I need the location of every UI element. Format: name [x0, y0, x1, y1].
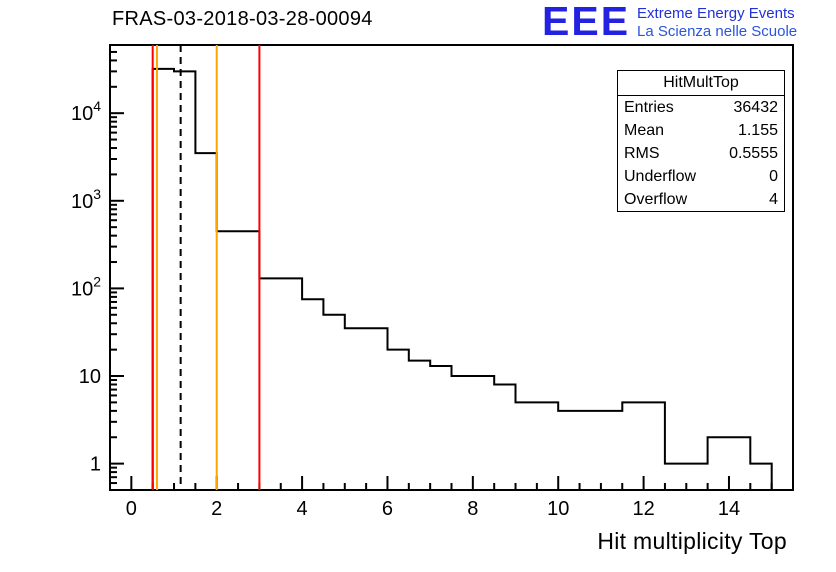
x-tick-label: 0	[126, 498, 137, 520]
stats-value: 36432	[733, 99, 779, 116]
eee-logo-text: EEE	[542, 0, 631, 44]
stats-value: 1.155	[737, 122, 778, 139]
x-axis-title: Hit multiplicity Top	[597, 528, 787, 554]
eee-logo: EEE Extreme Energy Events La Scienza nel…	[542, 0, 797, 44]
stats-label: Overflow	[624, 191, 688, 208]
stats-label: RMS	[624, 145, 660, 162]
x-tick-label: 4	[297, 498, 308, 520]
stats-row: Mean 1.155	[618, 119, 784, 142]
plot-title: FRAS-03-2018-03-28-00094	[112, 8, 373, 30]
y-tick-label: 104	[71, 98, 101, 125]
stats-value: 4	[769, 191, 778, 208]
stats-row: Overflow 4	[618, 188, 784, 211]
x-tick-label: 8	[467, 498, 478, 520]
stats-label: Underflow	[624, 168, 697, 185]
eee-logo-caption: Extreme Energy Events La Scienza nelle S…	[637, 2, 797, 41]
stats-row: RMS 0.5555	[618, 142, 784, 165]
y-tick-label: 10	[79, 366, 101, 388]
stats-rows: Entries 36432 Mean 1.155 RMS 0.5555 Underflow 0…	[618, 96, 784, 211]
x-tick-label: 14	[718, 498, 740, 520]
stats-box: HitMultTop Entries 36432 Mean 1.155 RMS 0.555…	[617, 70, 785, 212]
stats-value: 0	[769, 168, 778, 185]
y-tick-label: 102	[71, 273, 101, 300]
stats-value: 0.5555	[729, 145, 778, 162]
x-tick-label: 6	[382, 498, 393, 520]
logo-line1: Extreme Energy Events	[637, 5, 795, 22]
stats-label: Mean	[624, 122, 665, 139]
y-tick-label: 1	[90, 454, 101, 476]
x-tick-label: 2	[211, 498, 222, 520]
stats-row: Entries 36432	[618, 96, 784, 119]
stats-label: Entries	[624, 99, 674, 116]
x-tick-label: 10	[547, 498, 569, 520]
logo-line2: La Scienza nelle Scuole	[637, 23, 798, 40]
stats-title: HitMultTop	[618, 71, 784, 96]
x-tick-label: 12	[632, 498, 654, 520]
stats-row: Underflow 0	[618, 165, 784, 188]
y-tick-label: 103	[71, 186, 101, 213]
